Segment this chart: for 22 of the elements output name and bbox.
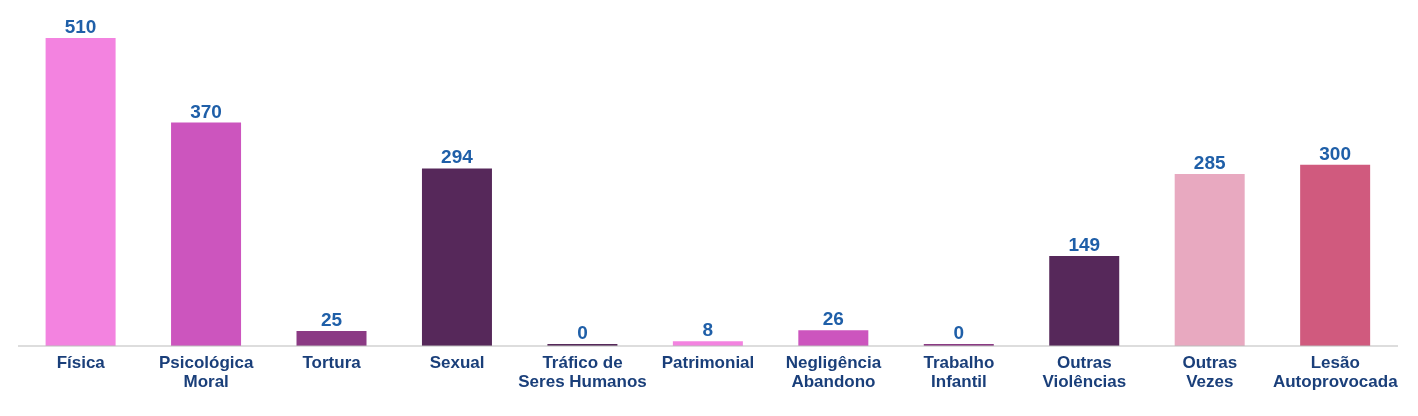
data-label: 149 [1068,234,1101,256]
x-tick-label: Outras Violências [1042,353,1127,391]
data-label: 294 [441,146,474,168]
x-tick-label: Física [56,353,106,372]
x-tick-label: Outras Vezes [1182,353,1238,391]
x-tick-label: Trabalho Infantil [923,353,995,391]
x-tick-label: Tortura [302,353,362,372]
x-tick-label: Tráfico de Seres Humanos [518,353,647,391]
data-label: 285 [1193,151,1226,173]
data-label: 300 [1319,142,1351,164]
data-label: 8 [702,319,714,341]
x-tick-label: Sexual [429,353,485,372]
x-tick-label: Lesão Autoprovocada [1272,353,1399,391]
data-label: 370 [190,100,222,122]
data-label: 26 [822,308,844,330]
data-label: 0 [953,322,965,343]
x-tick-label: Psicológica Moral [158,353,254,391]
data-label: 0 [577,322,588,343]
x-tick-label: Patrimonial [661,353,755,372]
data-label: 510 [64,16,97,37]
data-label: 25 [320,308,343,330]
x-tick-label: Negligência Abandono [785,353,882,391]
